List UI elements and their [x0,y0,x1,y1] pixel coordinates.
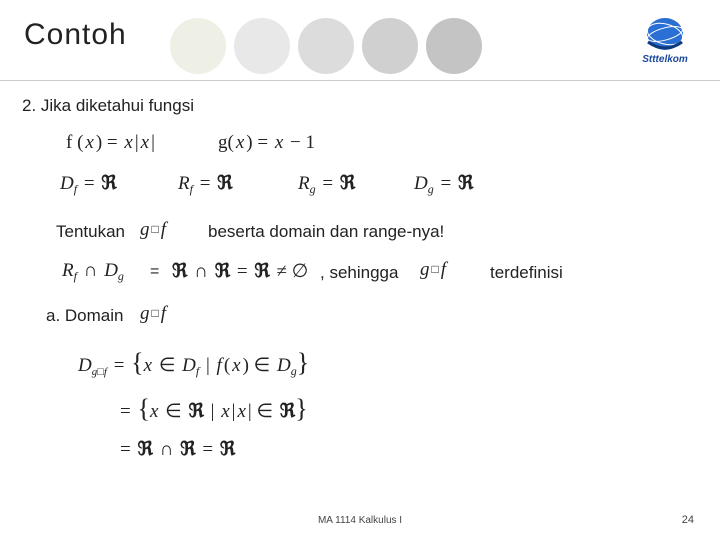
r-cap-r: ℜ ∩ ℜ = ℜ ≠ ∅ [172,260,310,283]
fx-def: f (x) = x|x| [64,132,157,154]
problem-intro: 2. Jika diketahui fungsi [22,96,194,116]
terdefinisi-label: terdefinisi [490,263,563,283]
rg-eq: Rg = ℜ [298,172,355,197]
circle-3 [298,18,354,74]
circle-4 [362,18,418,74]
domain-set-2: = {x ∈ ℜ | x|x| ∈ ℜ} [118,394,308,424]
sehingga-label: , sehingga [320,263,398,283]
slide-title: Contoh [24,18,127,52]
gof-1: g□f [140,219,166,241]
globe-icon [640,12,690,56]
df-eq: Df = ℜ [60,172,117,197]
domain-set-3: = ℜ ∩ ℜ = ℜ [118,438,235,461]
beserta-label: beserta domain dan range-nya! [208,222,444,242]
page-number: 24 [682,514,694,526]
footer-course: MA 1114 Kalkulus I [318,515,402,526]
domain-set-1: Dg□f = {x ∈ Df | f(x) ∈ Dg} [78,348,309,379]
logo: Stttelkom [630,12,700,65]
rf-eq: Rf = ℜ [178,172,233,197]
circle-1 [170,18,226,74]
tentukan-label: Tentukan [56,222,125,242]
a-domain-label: a. Domain [46,306,123,326]
gof-2: g□f [420,259,446,281]
divider [0,80,720,81]
equals-1: = [150,263,159,281]
circle-2 [234,18,290,74]
dg-eq: Dg = ℜ [414,172,473,197]
intersection-line: Rf ∩ Dg [62,260,124,284]
gx-def: g(x) = x − 1 [216,132,317,154]
circle-5 [426,18,482,74]
gof-3: g□f [140,303,166,325]
decorative-circles [170,18,482,74]
logo-text: Stttelkom [630,54,700,65]
